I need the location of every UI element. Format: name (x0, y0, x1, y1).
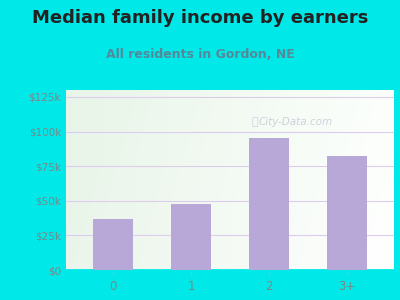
Bar (249, 139, 289, 270)
Bar (92, 219, 133, 270)
Text: Median family income by earners: Median family income by earners (32, 9, 368, 27)
Text: ⓘ: ⓘ (251, 117, 258, 128)
Bar (171, 203, 211, 270)
Text: City-Data.com: City-Data.com (258, 117, 333, 128)
Text: All residents in Gordon, NE: All residents in Gordon, NE (106, 47, 294, 61)
Bar (327, 157, 368, 270)
